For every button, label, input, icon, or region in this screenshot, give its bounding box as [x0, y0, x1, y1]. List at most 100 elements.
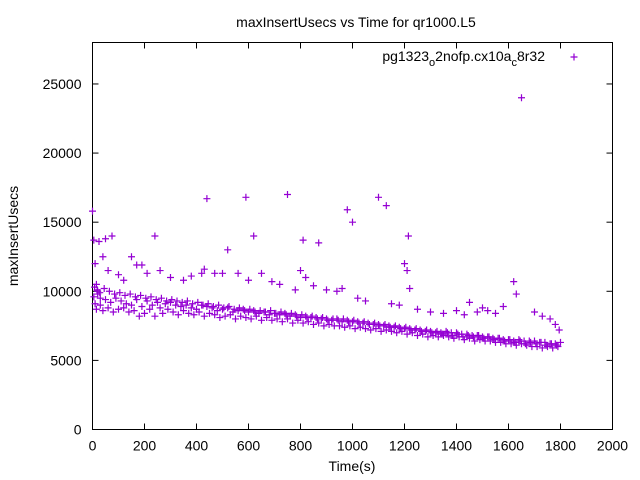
x-tick-label: 2000	[597, 438, 628, 454]
x-tick-label: 400	[185, 438, 209, 454]
data-point	[460, 311, 468, 319]
data-point	[99, 307, 107, 315]
data-point	[362, 325, 369, 333]
legend-label-part: 2nofp.cx10a	[435, 48, 511, 64]
data-point	[291, 311, 299, 319]
data-point	[108, 232, 116, 240]
data-point	[143, 269, 151, 277]
data-point	[256, 307, 264, 315]
data-point	[546, 315, 554, 323]
data-point	[388, 327, 395, 335]
data-point	[551, 320, 559, 328]
data-point	[282, 311, 290, 319]
data-point	[469, 333, 477, 341]
y-tick-label: 15000	[43, 214, 82, 230]
data-point	[187, 304, 195, 312]
data-point	[199, 301, 207, 309]
data-point	[354, 318, 362, 326]
data-point	[403, 330, 411, 338]
data-point	[261, 308, 269, 316]
legend-label-part: pg1323	[382, 48, 429, 64]
data-point	[267, 307, 275, 315]
data-point	[168, 296, 176, 304]
data-point	[120, 276, 128, 284]
data-point	[351, 325, 359, 333]
data-point	[151, 312, 159, 320]
data-point	[200, 265, 208, 273]
data-point	[345, 318, 353, 326]
data-point	[219, 269, 226, 277]
data-point	[501, 337, 509, 345]
data-point	[385, 322, 393, 330]
y-tick-label: 20000	[43, 145, 82, 161]
data-point	[169, 308, 177, 316]
y-tick-label: 10000	[43, 283, 82, 299]
data-point	[371, 319, 379, 327]
data-point	[237, 312, 245, 320]
data-point	[273, 315, 281, 323]
data-point	[250, 307, 258, 315]
y-tick-label: 5000	[50, 352, 81, 368]
data-point	[445, 333, 453, 341]
data-point	[416, 326, 424, 334]
data-point	[235, 304, 243, 312]
data-point	[102, 235, 109, 243]
data-point	[406, 285, 414, 293]
data-point	[434, 333, 442, 341]
data-point	[367, 326, 375, 334]
x-tick-label: 800	[289, 438, 313, 454]
data-point	[96, 289, 104, 297]
data-point	[221, 312, 229, 320]
data-point	[511, 338, 519, 346]
data-point	[531, 308, 538, 316]
data-point	[346, 322, 354, 330]
x-tick-label: 200	[133, 438, 157, 454]
data-point	[532, 340, 540, 348]
data-point	[115, 305, 122, 313]
data-point	[492, 309, 499, 317]
data-point	[173, 297, 181, 305]
data-point	[100, 285, 108, 293]
data-point	[391, 322, 399, 330]
data-point	[104, 267, 112, 275]
data-point	[404, 232, 412, 240]
data-point	[178, 298, 186, 306]
data-point	[324, 316, 332, 324]
data-point	[454, 330, 462, 338]
data-point	[138, 302, 146, 310]
data-point	[189, 300, 197, 308]
data-point	[130, 307, 138, 315]
data-point	[141, 309, 148, 317]
data-point	[96, 301, 104, 309]
data-point	[215, 301, 223, 309]
data-point	[99, 253, 107, 261]
data-point	[376, 322, 384, 330]
data-point	[185, 309, 193, 317]
data-point	[89, 207, 96, 215]
data-point	[289, 319, 297, 327]
data-point	[250, 232, 258, 240]
data-point	[382, 326, 390, 334]
legend-label-part: 8r32	[517, 48, 545, 64]
data-point	[174, 311, 182, 319]
data-point	[414, 305, 421, 313]
plot-frame	[92, 42, 613, 430]
x-tick-label: 1400	[441, 438, 472, 454]
data-point	[206, 309, 213, 317]
x-tick-label: 1600	[493, 438, 524, 454]
data-point	[453, 329, 460, 337]
data-point	[343, 316, 351, 324]
data-point	[484, 307, 492, 315]
data-point	[515, 336, 523, 344]
data-point	[527, 338, 535, 346]
data-point	[163, 297, 171, 305]
data-point	[128, 301, 135, 309]
data-point	[220, 304, 228, 312]
data-point	[213, 307, 221, 315]
legend-label: pg1323o2nofp.cx10ac8r32	[382, 48, 545, 69]
data-point	[225, 302, 233, 310]
data-point	[402, 323, 410, 331]
data-point	[553, 341, 561, 349]
data-point	[137, 291, 145, 299]
